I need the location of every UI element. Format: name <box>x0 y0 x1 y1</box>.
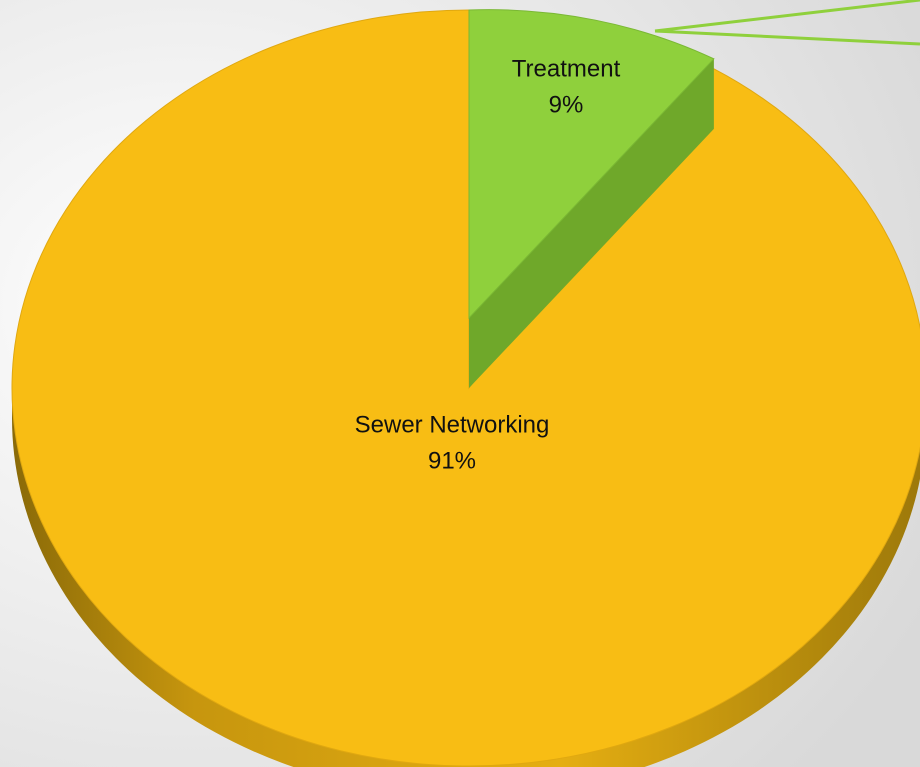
slice-cut-face <box>469 58 714 388</box>
slice <box>468 9 715 320</box>
slice-value-label: 91% <box>428 447 476 474</box>
slice-label: Treatment <box>512 55 621 82</box>
slice-label: Sewer Networking <box>355 411 550 438</box>
leader-line <box>654 0 920 33</box>
pie <box>11 0 920 767</box>
labels: Treatment 9% Sewer Networking 91% <box>355 55 621 474</box>
slice-value-label: 9% <box>549 91 584 118</box>
leader-line <box>654 29 920 46</box>
slice <box>11 9 920 767</box>
